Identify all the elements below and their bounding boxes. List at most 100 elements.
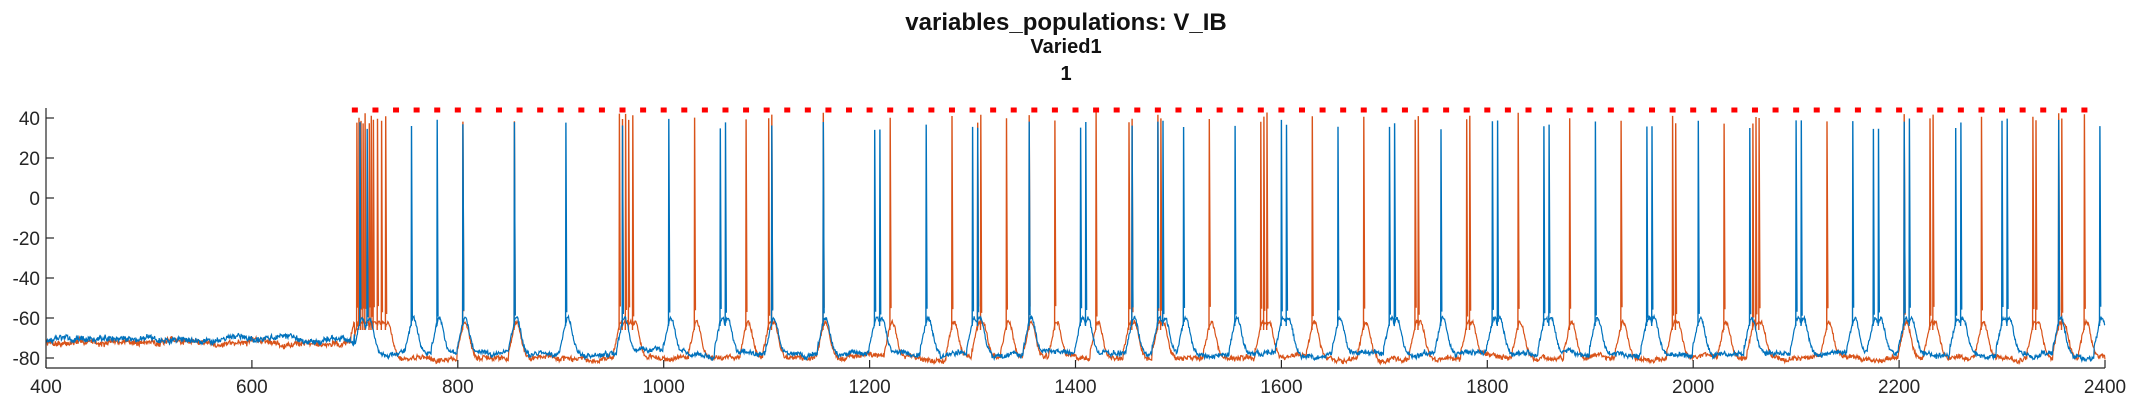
chart-subtitle: Varied1 — [1030, 36, 1101, 58]
x-ticks: 400 600 800 1000 1200 1400 1600 1800 2000 2200 240… — [30, 360, 2126, 398]
series-2-spike — [380, 120, 384, 331]
spike-marker — [1896, 107, 1903, 113]
spike-marker — [1957, 107, 1964, 113]
spike-marker — [660, 107, 667, 113]
spike-marker — [2081, 107, 2088, 113]
series-1-spike — [1280, 119, 1283, 327]
spike-marker — [1504, 107, 1511, 113]
series-2-spike — [1932, 114, 1935, 331]
spike-marker — [1525, 107, 1532, 113]
series-1-spike — [770, 125, 774, 327]
chart-subtitle-2: 1 — [1060, 63, 1071, 85]
series-2-spike — [1262, 116, 1266, 331]
series-2-spike — [1723, 123, 1726, 331]
series-2-spike — [2083, 114, 2086, 331]
spike-marker — [907, 107, 914, 113]
spike-marker — [1607, 107, 1614, 113]
spike-marker — [393, 107, 400, 113]
series-2-spike — [1414, 119, 1417, 331]
series-1-spike — [925, 124, 928, 327]
spike-marker — [1793, 107, 1800, 113]
spike-marker — [1257, 107, 1264, 113]
series-1-spike — [2006, 118, 2009, 327]
series-1-spike — [1162, 120, 1165, 327]
spike-marker — [2060, 107, 2067, 113]
series-1-spike — [1079, 127, 1083, 327]
spike-marker — [701, 107, 708, 113]
spike-marker — [578, 107, 585, 113]
spike-marker — [1154, 107, 1161, 113]
spike-marker — [495, 107, 502, 113]
series-2-spike — [2035, 120, 2038, 331]
x-tick-label: 2200 — [1878, 377, 1920, 398]
series-1-spike — [1337, 126, 1340, 327]
series-1-spike — [1594, 121, 1597, 327]
series-1-spike — [1285, 124, 1289, 327]
series-1-spike — [1877, 128, 1880, 327]
spike-marker — [1587, 107, 1594, 113]
series-2-spike — [372, 119, 375, 331]
series-1-group — [45, 118, 2106, 363]
chart-title: variables_populations: V_IB — [905, 9, 1226, 36]
series-2-line — [45, 318, 2106, 366]
spike-marker — [722, 107, 729, 113]
series-1-spike — [1131, 125, 1134, 327]
series-1-spike — [1795, 120, 1798, 327]
series-1-spike — [724, 122, 727, 327]
x-tick-label: 1800 — [1466, 377, 1508, 398]
spike-marker — [948, 107, 955, 113]
series-2-spike — [745, 119, 748, 331]
spike-marker — [743, 107, 750, 113]
series-2-spike — [384, 116, 388, 331]
spike-marker — [557, 107, 564, 113]
series-1-spike — [1851, 121, 1855, 327]
series-2-spike — [362, 123, 365, 331]
series-2-spike — [1005, 118, 1008, 331]
series-2-spike — [693, 117, 697, 331]
x-tick-label: 800 — [442, 377, 474, 398]
series-2-spike — [1517, 112, 1520, 331]
y-ticks: -80 -60 -40 -20 0 20 40 — [13, 109, 54, 370]
y-tick-label: -80 — [13, 349, 40, 370]
spike-marker — [1834, 107, 1841, 113]
spike-marker — [1690, 107, 1697, 113]
spike-marker — [1298, 107, 1305, 113]
x-tick-label: 1400 — [1054, 377, 1096, 398]
spike-marker — [1216, 107, 1223, 113]
spike-marker — [763, 107, 770, 113]
spike-marker — [1340, 107, 1347, 113]
spike-marker — [1010, 107, 1017, 113]
spike-marker — [1751, 107, 1758, 113]
series-2-spike — [624, 113, 628, 331]
spike-marker — [1051, 107, 1058, 113]
series-2-spike — [1362, 116, 1366, 331]
axes: 400 600 800 1000 1200 1400 1600 1800 2000 2200 240… — [13, 108, 2126, 398]
spike-marker — [372, 107, 379, 113]
spike-marker — [1237, 107, 1244, 113]
series-1-spike — [366, 128, 369, 327]
series-2-spike — [1266, 112, 1269, 331]
series-2-spike — [1053, 120, 1057, 331]
series-2-spike — [355, 122, 359, 331]
spike-marker — [413, 107, 420, 113]
spike-marker — [1937, 107, 1944, 113]
series-1-spike — [1234, 125, 1237, 327]
series-2-spike — [368, 123, 371, 331]
y-tick-label: 40 — [19, 109, 40, 130]
series-2-spike — [1468, 115, 1472, 331]
spike-marker — [1649, 107, 1656, 113]
spike-marker — [1484, 107, 1491, 113]
series-2-spike — [1095, 112, 1098, 331]
series-1-spike — [359, 122, 362, 327]
spike-marker — [1628, 107, 1635, 113]
series-1-spike — [1800, 120, 1803, 327]
spike-marker — [1546, 107, 1553, 113]
series-2-spike — [1980, 116, 1983, 331]
series-1-spike — [971, 126, 975, 327]
spike-marker — [1422, 107, 1429, 113]
spike-marker — [2040, 107, 2047, 113]
spike-marker — [1381, 107, 1388, 113]
series-2-spike — [2031, 116, 2035, 331]
series-2-spike — [618, 113, 621, 331]
